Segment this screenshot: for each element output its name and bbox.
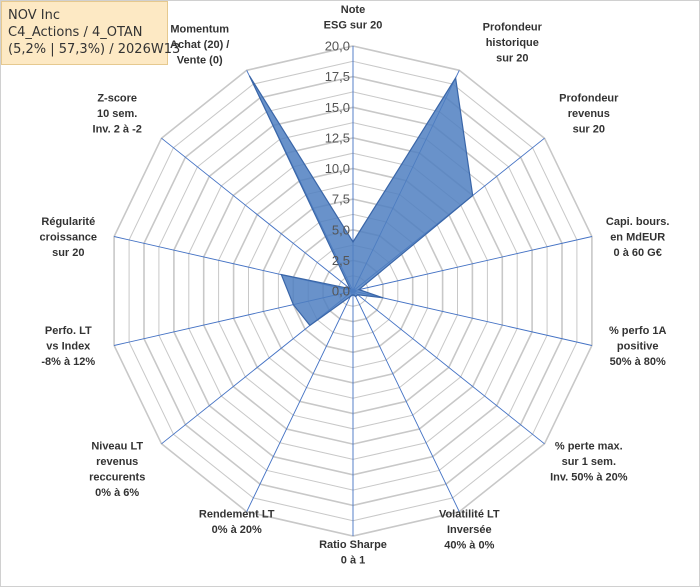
radar-spoke xyxy=(352,290,545,445)
radial-tick-label: 10,0 xyxy=(325,161,350,176)
radial-tick-label: 15,0 xyxy=(325,100,350,115)
category-label: Régularité croissance sur 20 xyxy=(40,216,97,259)
radial-tick-label: 7,5 xyxy=(332,192,350,207)
category-label: % perfo 1A positive 50% à 80% xyxy=(609,325,667,368)
category-label: Profondeur historique sur 20 xyxy=(483,22,543,65)
info-box: NOV Inc C4_Actions / 4_OTAN (5,2% | 57,3… xyxy=(1,1,181,65)
radial-tick-label: 20,0 xyxy=(325,39,350,54)
radial-tick-label: 17,5 xyxy=(325,69,350,84)
category-label: Momentum Achat (20) / Vente (0) xyxy=(170,24,229,67)
category-label: Capi. bours. en MdEUR 0 à 60 G€ xyxy=(606,216,670,259)
tick-layer: 0,0 2,5 5,0 7,5 10,0 12,5 15,0 17,5 20,0 xyxy=(325,39,350,299)
category-label: Z-score 10 sem. Inv. 2 à -2 xyxy=(93,93,142,136)
radial-tick-label: 0,0 xyxy=(332,284,350,299)
category-label: Perfo. LT vs Index -8% à 12% xyxy=(41,325,95,368)
category-label: Rendement LT 0% à 20% xyxy=(199,509,275,537)
radar-spoke xyxy=(246,290,354,512)
series-layer xyxy=(248,75,474,327)
radar-spoke xyxy=(352,290,593,346)
radial-tick-label: 2,5 xyxy=(332,253,350,268)
radar-spoke xyxy=(352,290,460,512)
category-label: Ratio Sharpe 0 à 1 xyxy=(319,539,387,567)
category-label: Note ESG sur 20 xyxy=(324,4,383,32)
category-label: Niveau LT revenus reccurents 0% à 6% xyxy=(89,441,145,500)
radar-spoke xyxy=(352,236,593,292)
metrics-week: (5,2% | 57,3%) / 2026W13 xyxy=(8,42,181,57)
category-label: % perte max. sur 1 sem. Inv. 50% à 20% xyxy=(550,441,628,484)
radar-spoke xyxy=(161,137,354,292)
radial-tick-label: 5,0 xyxy=(332,222,350,237)
category-label: Volatilité LT Inversée 40% à 0% xyxy=(439,509,500,552)
category-label: Profondeur revenus sur 20 xyxy=(559,93,619,136)
company-name: NOV Inc xyxy=(8,8,60,23)
portfolio-path: C4_Actions / 4_OTAN xyxy=(8,25,143,40)
category-label-layer: Note ESG sur 20 Profondeur historique sur 20… xyxy=(40,4,670,567)
radial-tick-label: 12,5 xyxy=(325,130,350,145)
